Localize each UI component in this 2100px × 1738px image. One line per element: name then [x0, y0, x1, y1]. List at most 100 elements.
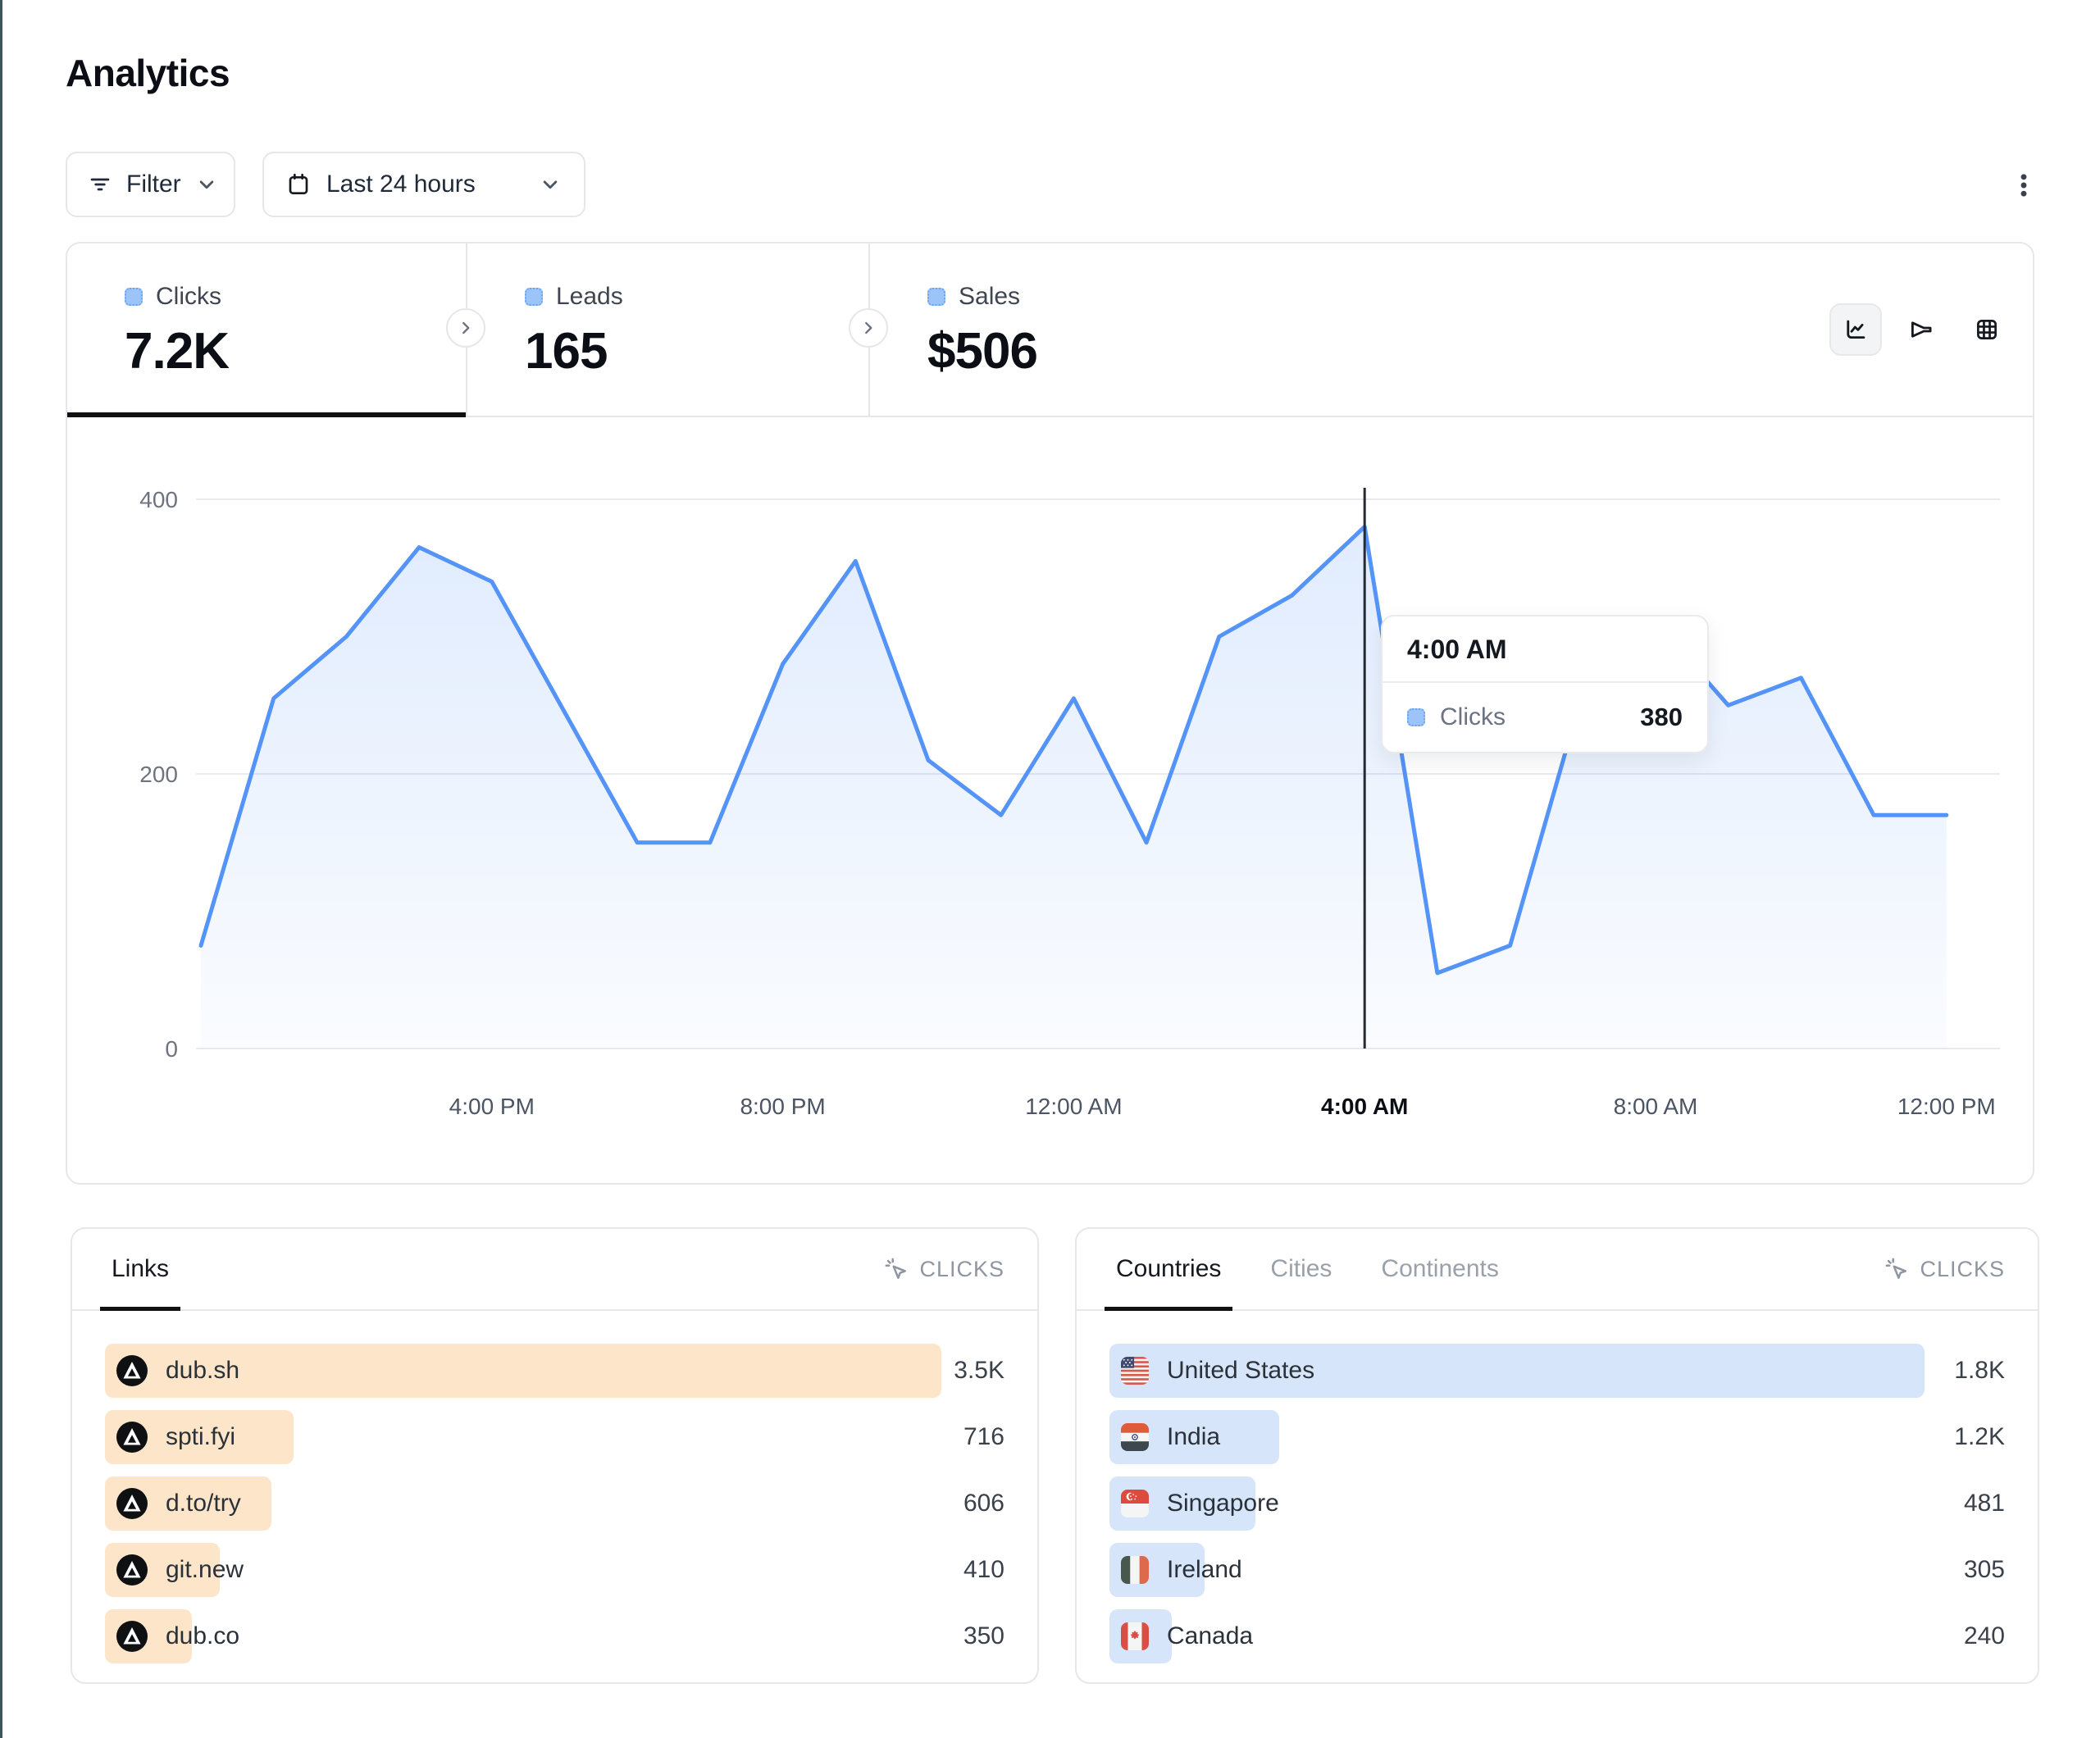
country-row-singapore[interactable]: Singapore 481	[1109, 1476, 2005, 1531]
page-title: Analytics	[66, 52, 230, 94]
funnel-chart-view-button[interactable]	[1895, 303, 1947, 356]
x-axis-tick: 4:00 AM	[1321, 1094, 1408, 1119]
row-value: 1.8K	[1954, 1357, 2005, 1384]
filter-lines-icon	[87, 171, 113, 198]
dub-logo-icon	[116, 1422, 148, 1453]
chart-canvas[interactable]: 400 200 0 4:00 PM 8:00 PM 12:00 AM 4:00 AM 8:00…	[67, 416, 2033, 1185]
country-row-ireland[interactable]: Ireland 305	[1109, 1543, 2005, 1597]
value-bar	[1109, 1344, 1925, 1398]
calendar-icon	[285, 171, 312, 198]
y-axis-tick: 0	[165, 1036, 178, 1062]
window-edge-strip	[0, 0, 2, 1738]
clicks-legend-icon	[1407, 708, 1425, 726]
chevron-right-icon	[858, 317, 879, 339]
countries-metric-label: CLICKS	[1920, 1256, 2005, 1281]
link-row-d.to-try[interactable]: d.to/try 606	[105, 1476, 1004, 1531]
row-label: dub.sh	[166, 1357, 240, 1384]
clicks-legend-icon	[125, 288, 143, 306]
stat-separator-button[interactable]	[849, 308, 888, 348]
ca-flag-icon	[1121, 1622, 1149, 1650]
date-range-button[interactable]: Last 24 hours	[262, 152, 585, 217]
chart-type-switcher	[1271, 243, 2033, 416]
area-fill	[201, 526, 1947, 1049]
countries-tab-countries[interactable]: Countries	[1104, 1229, 1233, 1311]
row-value: 1.2K	[1954, 1423, 2005, 1450]
row-label: spti.fyi	[166, 1423, 236, 1450]
row-label: dub.co	[166, 1622, 240, 1649]
sg-flag-icon	[1121, 1490, 1149, 1517]
stat-tab-value: $506	[927, 323, 1038, 380]
chevron-right-icon	[455, 317, 476, 339]
country-row-united-states[interactable]: United States 1.8K	[1109, 1344, 2005, 1398]
tooltip-value: 380	[1640, 703, 1683, 731]
countries-tab-continents[interactable]: Continents	[1381, 1255, 1499, 1282]
row-label: Ireland	[1167, 1556, 1242, 1583]
value-bar	[105, 1344, 942, 1398]
line-chart-icon	[1842, 316, 1870, 344]
cursor-click-icon	[1884, 1256, 1910, 1282]
row-value: 350	[963, 1622, 1004, 1649]
row-value: 305	[1963, 1556, 2005, 1583]
chevron-down-icon	[538, 172, 563, 197]
kebab-menu-icon	[2009, 171, 2039, 200]
links-tab-links[interactable]: Links	[99, 1229, 181, 1311]
stat-tab-value: 7.2K	[125, 323, 230, 380]
chevron-down-icon	[194, 172, 219, 197]
countries-panel: Countries Cities Continents CLICKS United …	[1075, 1227, 2039, 1684]
stat-tab-leads[interactable]: Leads 165	[466, 243, 868, 416]
leads-legend-icon	[525, 288, 543, 306]
x-axis-tick: 8:00 AM	[1614, 1094, 1698, 1119]
y-axis-tick: 200	[139, 762, 178, 787]
countries-metric[interactable]: CLICKS	[1884, 1256, 2005, 1282]
stat-tab-value: 165	[525, 323, 608, 380]
stat-tab-label: Leads	[556, 283, 623, 310]
dub-logo-icon	[116, 1355, 148, 1386]
row-label: India	[1167, 1423, 1221, 1450]
filter-button-label: Filter	[126, 171, 181, 198]
row-label: Singapore	[1167, 1490, 1279, 1517]
stat-tab-label: Clicks	[156, 283, 221, 310]
link-row-spti.fyi[interactable]: spti.fyi 716	[105, 1410, 1004, 1464]
stat-separator-button[interactable]	[446, 308, 485, 348]
link-row-git.new[interactable]: git.new 410	[105, 1543, 1004, 1597]
row-value: 481	[1963, 1490, 2005, 1517]
table-view-button[interactable]	[1961, 303, 2013, 356]
tooltip-time: 4:00 AM	[1383, 616, 1707, 683]
row-label: United States	[1167, 1357, 1315, 1384]
row-label: git.new	[166, 1556, 244, 1583]
line-chart-view-button[interactable]	[1829, 303, 1882, 356]
links-panel-tabs: Links	[99, 1229, 181, 1311]
x-axis-tick: 12:00 AM	[1025, 1094, 1122, 1119]
stat-tabs: Clicks 7.2K Leads 165 Sales $506	[67, 243, 2033, 417]
in-flag-icon	[1121, 1423, 1149, 1451]
countries-panel-tabs: Countries Cities Continents	[1104, 1229, 1506, 1311]
links-metric[interactable]: CLICKS	[883, 1256, 1004, 1282]
links-list: dub.sh 3.5K spti.fyi 716 d.to/try 606 git.new 4…	[72, 1311, 1037, 1663]
link-row-dub.sh[interactable]: dub.sh 3.5K	[105, 1344, 1004, 1398]
country-row-canada[interactable]: Canada 240	[1109, 1609, 2005, 1663]
funnel-chart-icon	[1907, 316, 1935, 344]
chart-tooltip: 4:00 AM Clicks 380	[1381, 615, 1709, 753]
ie-flag-icon	[1121, 1556, 1149, 1584]
filter-button[interactable]: Filter	[66, 152, 235, 217]
sales-legend-icon	[927, 288, 945, 306]
stat-tab-sales[interactable]: Sales $506	[868, 243, 1271, 416]
dub-logo-icon	[116, 1621, 148, 1652]
row-value: 606	[963, 1490, 1004, 1517]
stat-tab-clicks[interactable]: Clicks 7.2K	[67, 243, 466, 417]
clicks-time-series-chart[interactable]: 400 200 0 4:00 PM 8:00 PM 12:00 AM 4:00 AM 8:00…	[67, 416, 2033, 1185]
dub-logo-icon	[116, 1488, 148, 1519]
row-label: Canada	[1167, 1622, 1254, 1649]
more-options-button[interactable]	[1994, 156, 2053, 215]
x-axis-tick: 12:00 PM	[1897, 1094, 1996, 1119]
dub-logo-icon	[116, 1554, 148, 1586]
analytics-card: Clicks 7.2K Leads 165 Sales $506	[66, 242, 2034, 1185]
country-row-india[interactable]: India 1.2K	[1109, 1410, 2005, 1464]
countries-tab-cities[interactable]: Cities	[1270, 1255, 1332, 1282]
cursor-click-icon	[883, 1256, 909, 1282]
row-value: 3.5K	[954, 1357, 1004, 1384]
x-axis-tick: 8:00 PM	[740, 1094, 825, 1119]
row-value: 716	[963, 1423, 1004, 1450]
link-row-dub.co[interactable]: dub.co 350	[105, 1609, 1004, 1663]
tooltip-series-label: Clicks	[1440, 703, 1506, 730]
